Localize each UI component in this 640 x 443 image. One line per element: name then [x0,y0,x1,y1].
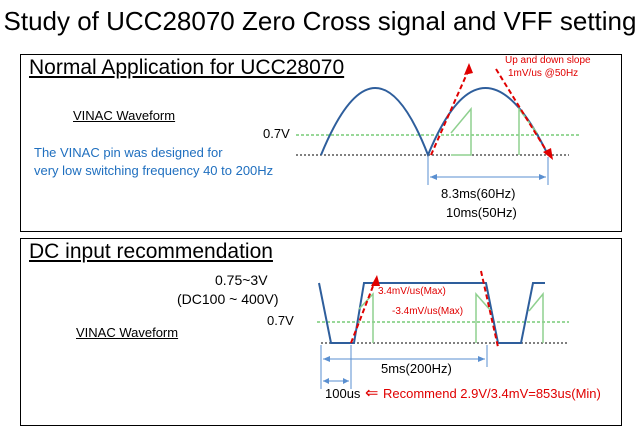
design-note-line-2: very low switching frequency 40 to 200Hz [34,163,274,178]
sample-triangle-right [528,291,544,343]
period-arrow-right [539,174,546,180]
edge-arrow-left [323,378,329,384]
rise-slope-line [350,280,376,344]
sample-triangle-mid [475,292,492,343]
high-level-label: 0.75~3V [215,272,268,288]
recommend-arrow-icon: ⇐ [365,385,379,402]
dc-input-diagram [317,270,569,389]
normal-application-panel: Normal Application for UCC28070 VINAC Wa… [20,54,622,232]
panel-heading: DC input recommendation [29,240,273,263]
rise-slope-arrowhead [371,275,380,286]
sample-triangle-left [358,292,374,343]
edge-arrow-right [343,378,349,384]
slope-note-line-1: Up and down slope [505,55,591,66]
fall-slope-line [480,270,499,348]
fall-slope-arrowhead [543,148,553,160]
period-label: 5ms(200Hz) [381,361,452,376]
period-arrow-right [478,356,485,362]
recommendation-label: Recommend 2.9V/3.4mV=853us(Min) [383,386,601,401]
design-note-line-1: The VINAC pin was designed for [34,145,223,160]
normal-application-diagram [296,63,579,185]
period-label-60hz: 8.3ms(60Hz) [441,186,516,201]
threshold-label: 0.7V [267,313,294,328]
waveform-label: VINAC Waveform [73,108,176,123]
edge-time-label: 100us [325,386,361,401]
rise-slope-arrowhead [464,63,473,75]
dc-input-panel: DC input recommendation 0.75~3V (DC100 ~… [20,238,622,426]
rectified-sine-waveform [320,87,549,158]
rise-slope-label: 3.4mV/us(Max) [378,286,446,297]
page-title: Study of UCC28070 Zero Cross signal and … [3,6,637,36]
dc-range-label: (DC100 ~ 400V) [177,291,279,307]
panel-heading: Normal Application for UCC28070 [29,56,345,79]
threshold-label: 0.7V [263,126,290,141]
period-label-50hz: 10ms(50Hz) [446,205,517,220]
fall-slope-label: -3.4mV/us(Max) [392,306,464,317]
sample-triangle-left [450,106,472,156]
fall-slope-line [495,68,550,156]
period-arrow-left [430,174,437,180]
period-arrow-left [323,356,330,362]
trapezoid-waveform [318,282,545,344]
waveform-label: VINAC Waveform [76,325,179,340]
slope-note-line-2: 1mV/us @50Hz [508,68,579,79]
